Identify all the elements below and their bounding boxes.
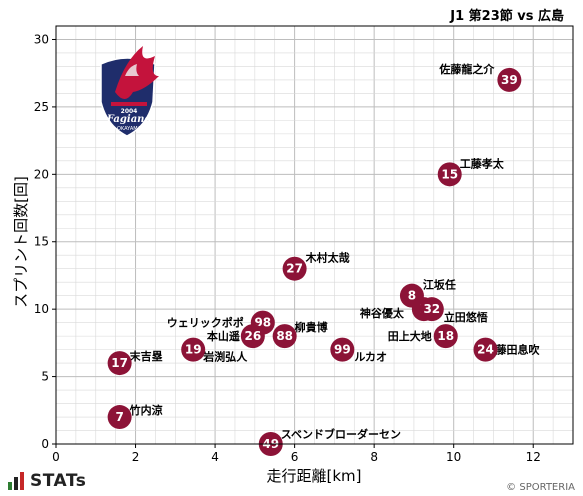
player-name-label: 竹内涼 bbox=[129, 403, 163, 417]
player-number-label: 39 bbox=[501, 73, 518, 87]
data-point bbox=[419, 297, 444, 322]
player-number-label: 17 bbox=[111, 356, 128, 370]
player-number-label: 15 bbox=[441, 167, 458, 181]
data-point bbox=[473, 337, 498, 362]
y-tick-label: 25 bbox=[34, 100, 49, 114]
data-point bbox=[181, 337, 206, 362]
player-number-label: 7 bbox=[115, 410, 123, 424]
logo-wordmark: Fagiano bbox=[106, 114, 152, 125]
player-name-label: 田上大地 bbox=[388, 329, 432, 343]
data-point bbox=[330, 337, 355, 362]
y-tick-label: 15 bbox=[34, 235, 49, 249]
player-number-label: 8 bbox=[408, 289, 416, 303]
match-title: J1 第23節 vs 広島 bbox=[449, 8, 564, 24]
grid bbox=[55, 25, 574, 445]
player-number-label: 26 bbox=[245, 329, 262, 343]
data-point bbox=[272, 324, 297, 349]
logo-year: 2004 bbox=[121, 108, 138, 115]
data-point bbox=[107, 351, 132, 376]
player-name-label: 本山遥 bbox=[207, 329, 240, 343]
point-dots: 39152783329826881824199917749 bbox=[107, 67, 522, 456]
player-name-label: 立田悠悟 bbox=[444, 310, 488, 324]
y-tick-label: 10 bbox=[34, 302, 49, 316]
x-axis-label: 走行距離[km] bbox=[266, 467, 361, 485]
player-name-label: 工藤孝太 bbox=[460, 156, 505, 170]
data-point bbox=[107, 405, 132, 430]
player-name-label: スベンドブローダーセン bbox=[281, 427, 401, 441]
player-name-label: 藤田息吹 bbox=[496, 343, 541, 357]
plot-frame bbox=[55, 25, 574, 445]
data-point bbox=[437, 162, 462, 187]
player-name-label: 木村太哉 bbox=[305, 251, 350, 265]
y-axis-label: スプリント回数[回] bbox=[12, 176, 30, 308]
x-tick-label: 8 bbox=[370, 450, 378, 464]
data-point bbox=[497, 67, 522, 92]
logo-sub: OKAYAMA bbox=[117, 126, 142, 132]
player-name-label: 末吉塁 bbox=[129, 349, 163, 363]
player-number-label: 27 bbox=[286, 262, 303, 276]
y-tick-label: 30 bbox=[34, 32, 49, 46]
player-name-label: ウェリックポポ bbox=[167, 316, 244, 330]
y-tick-label: 20 bbox=[34, 167, 49, 181]
player-number-label: 88 bbox=[276, 329, 293, 343]
x-tick-label: 0 bbox=[52, 450, 60, 464]
player-number-label: 24 bbox=[477, 343, 494, 357]
data-point bbox=[282, 256, 307, 281]
x-tick-label: 4 bbox=[211, 450, 219, 464]
player-name-label: 岩渕弘人 bbox=[202, 350, 248, 364]
y-tick-label: 0 bbox=[41, 437, 49, 451]
player-number-label: 32 bbox=[423, 302, 440, 316]
player-number-label: 18 bbox=[437, 329, 454, 343]
crest-wing-icon bbox=[115, 46, 159, 99]
player-name-label: 佐藤龍之介 bbox=[438, 62, 495, 76]
x-tick-label: 6 bbox=[291, 450, 299, 464]
data-point bbox=[240, 324, 265, 349]
y-tick-label: 5 bbox=[41, 370, 49, 384]
player-name-label: ルカオ bbox=[354, 351, 387, 364]
x-tick-label: 10 bbox=[446, 450, 461, 464]
player-number-label: 19 bbox=[185, 343, 202, 357]
x-tick-label: 12 bbox=[526, 450, 541, 464]
player-name-label: 江坂任 bbox=[423, 278, 456, 292]
team-logo: 2004 Fagiano OKAYAMA bbox=[100, 46, 159, 137]
x-tick-label: 2 bbox=[132, 450, 140, 464]
player-name-label: 柳貴博 bbox=[295, 320, 328, 334]
player-name-label: 神谷優太 bbox=[360, 306, 405, 320]
copyright-text: © SPORTERIA bbox=[506, 482, 575, 493]
stats-label: STATs bbox=[30, 471, 87, 491]
player-number-label: 99 bbox=[334, 343, 351, 357]
stats-brand: STATs bbox=[8, 470, 86, 492]
data-point bbox=[433, 324, 458, 349]
stats-logo-icon bbox=[8, 472, 24, 490]
